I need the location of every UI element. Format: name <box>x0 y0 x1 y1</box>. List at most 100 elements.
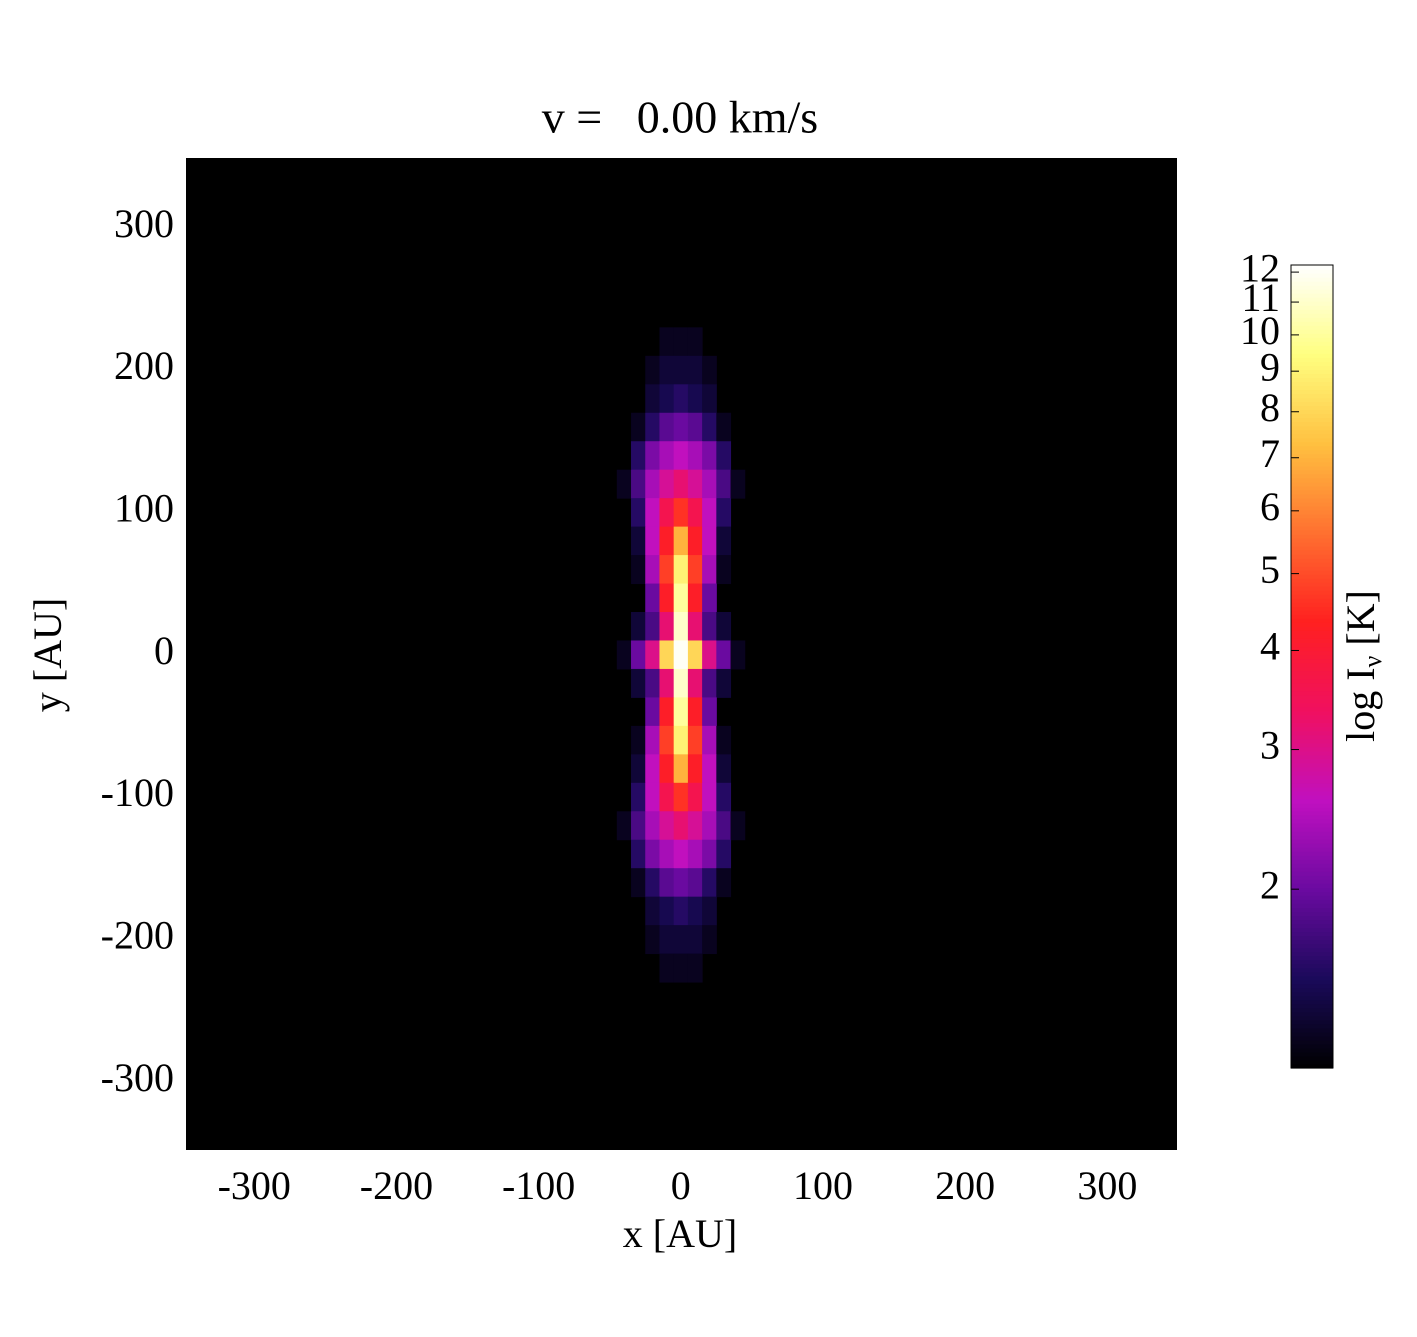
colorbar-tick-label: 2 <box>1260 862 1280 907</box>
heatmap-cell <box>659 612 675 641</box>
heatmap-cell <box>673 782 689 812</box>
heatmap-cell <box>631 498 646 528</box>
heatmap-cell <box>631 839 646 869</box>
heatmap-cell <box>631 811 646 841</box>
colorbar-segment <box>1291 907 1333 913</box>
heatmap-cell <box>702 697 717 727</box>
colorbar-segment <box>1291 429 1333 435</box>
heatmap-cell <box>631 754 646 784</box>
colorbar-segment <box>1291 433 1333 439</box>
heatmap-cell <box>687 583 703 613</box>
colorbar-segment <box>1291 401 1333 407</box>
colorbar-segment <box>1291 309 1333 314</box>
colorbar-segment <box>1291 618 1333 623</box>
colorbar-segment <box>1291 305 1333 310</box>
heatmap-cell <box>687 412 703 442</box>
heatmap-cell <box>631 668 646 698</box>
colorbar-segment <box>1291 678 1333 684</box>
colorbar-segment <box>1291 405 1333 411</box>
colorbar-segment <box>1291 927 1333 933</box>
colorbar-segment <box>1291 345 1333 350</box>
colorbar-segment <box>1291 361 1333 366</box>
heatmap-cell <box>716 754 732 784</box>
colorbar-segment <box>1291 975 1333 981</box>
colorbar-segment <box>1291 634 1333 639</box>
colorbar-segment <box>1291 991 1333 997</box>
heatmap-cell <box>673 412 689 442</box>
heatmap-cell <box>673 441 689 471</box>
heatmap-cell <box>659 441 675 471</box>
colorbar-segment <box>1291 321 1333 326</box>
colorbar-segment <box>1291 786 1333 792</box>
y-tick-label: -100 <box>101 770 174 815</box>
colorbar-segment <box>1291 546 1333 551</box>
colorbar-segment <box>1291 381 1333 387</box>
colorbar-tick-label: 4 <box>1260 624 1280 669</box>
heatmap-cell <box>687 839 703 869</box>
heatmap-cell <box>716 469 732 499</box>
heatmap-cell <box>673 640 689 670</box>
colorbar-segment <box>1291 574 1333 579</box>
colorbar-segment <box>1291 570 1333 575</box>
colorbar-segment <box>1291 562 1333 567</box>
heatmap-cell <box>659 725 675 755</box>
heatmap-cell <box>659 839 675 869</box>
heatmap-cell <box>645 355 660 385</box>
heatmap-cell <box>645 441 660 471</box>
heatmap-cell <box>673 896 689 926</box>
heatmap-cell <box>659 384 675 414</box>
colorbar-segment <box>1291 790 1333 796</box>
x-axis-label: x [AU] <box>623 1211 737 1256</box>
colorbar-segment <box>1291 586 1333 591</box>
colorbar-segment <box>1291 598 1333 603</box>
colorbar-segment <box>1291 337 1333 342</box>
heatmap-cell <box>673 925 689 955</box>
heatmap-cell <box>716 811 732 841</box>
heatmap-cell <box>659 896 675 926</box>
colorbar-segment <box>1291 1003 1333 1009</box>
colorbar-segment <box>1291 542 1333 547</box>
heatmap-cell <box>702 925 717 955</box>
heatmap-cell <box>702 498 717 528</box>
colorbar-segment <box>1291 642 1333 648</box>
colorbar-segment <box>1291 674 1333 680</box>
colorbar-segment <box>1291 722 1333 728</box>
heatmap-cell <box>702 896 717 926</box>
heatmap-cell <box>645 925 660 955</box>
heatmap-cell <box>687 441 703 471</box>
heatmap-cell <box>659 811 675 841</box>
colorbar-segment <box>1291 425 1333 431</box>
heatmap-cell <box>673 612 689 641</box>
colorbar-segment <box>1291 931 1333 937</box>
colorbar-segment <box>1291 505 1333 511</box>
heatmap-cell <box>673 355 689 385</box>
colorbar-segment <box>1291 622 1333 627</box>
colorbar-segment <box>1291 353 1333 358</box>
heatmap-cell <box>616 640 632 670</box>
colorbar-segment <box>1291 365 1333 370</box>
colorbar-segment <box>1291 658 1333 664</box>
heatmap-cell <box>673 868 689 898</box>
colorbar-segment <box>1291 445 1333 451</box>
colorbar-segment <box>1291 831 1333 836</box>
heatmap-cell <box>673 754 689 784</box>
colorbar-segment <box>1291 602 1333 607</box>
colorbar-segment <box>1291 534 1333 539</box>
heatmap-cell <box>702 469 717 499</box>
colorbar-frame <box>1290 264 1334 1069</box>
heatmap-cell <box>702 441 717 471</box>
heatmap-cell <box>730 811 746 841</box>
colorbar-segment <box>1291 734 1333 740</box>
colorbar-segment <box>1291 614 1333 619</box>
y-tick-label: -200 <box>101 913 174 958</box>
colorbar-segment <box>1291 706 1333 712</box>
colorbar-tick-label: 5 <box>1260 547 1280 592</box>
heatmap-cell <box>687 725 703 755</box>
colorbar-segment <box>1291 485 1333 491</box>
colorbar-segment <box>1291 782 1333 788</box>
colorbar-segment <box>1291 449 1333 455</box>
heatmap-cell <box>687 469 703 499</box>
colorbar-segment <box>1291 819 1333 824</box>
colorbar-segment <box>1291 955 1333 961</box>
